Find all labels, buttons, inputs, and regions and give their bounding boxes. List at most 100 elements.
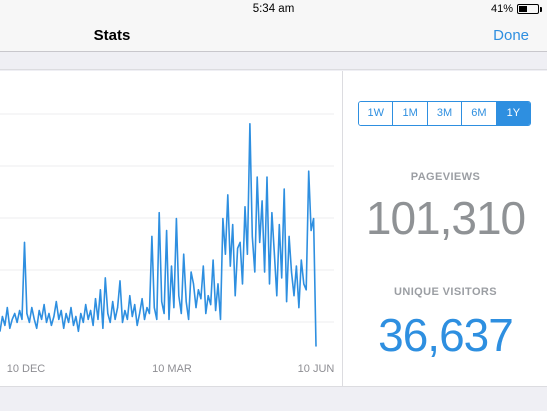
done-button[interactable]: Done	[493, 27, 529, 44]
visits-data-point	[315, 345, 317, 347]
visits-data-point	[87, 318, 89, 320]
visits-data-point	[139, 312, 141, 315]
visits-data-point	[121, 321, 124, 323]
visits-data-point	[1, 315, 3, 318]
visits-data-point	[266, 176, 268, 178]
visits-data-point	[229, 265, 231, 267]
visits-data-point	[65, 312, 67, 315]
status-time: 5:34 am	[252, 3, 295, 15]
visits-data-point	[70, 307, 72, 309]
visits-data-point	[16, 321, 18, 323]
visits-data-point	[82, 321, 84, 323]
visits-data-point	[114, 318, 116, 320]
period-selector[interactable]: 1W 1M 3M 6M 1Y	[358, 101, 531, 126]
visits-data-point	[170, 265, 173, 267]
visits-data-point	[60, 309, 62, 312]
visits-data-point	[58, 318, 60, 320]
visits-data-point	[97, 318, 99, 320]
visits-data-point	[6, 307, 8, 309]
visits-data-point	[163, 312, 165, 315]
x-tick-label: 10 DEC	[7, 363, 46, 375]
summary-panel: 1W 1M 3M 6M 1Y PAGEVIEWS 101,310 UNIQUE VISI…	[344, 71, 547, 387]
visits-data-point	[222, 218, 224, 220]
visits-data-point	[290, 271, 293, 273]
visits-data-point	[153, 307, 155, 309]
visits-data-point	[112, 301, 114, 303]
visits-data-point	[178, 295, 180, 297]
visits-data-point	[175, 218, 177, 220]
visits-data-point	[251, 235, 253, 237]
visits-data-point	[77, 330, 79, 332]
visits-data-point	[281, 277, 283, 279]
x-tick-label: 10 MAR	[152, 363, 192, 375]
visits-chart[interactable]: 10 DEC 10 MAR 10 JUN	[0, 71, 343, 387]
visits-data-point	[207, 295, 209, 297]
visits-data-point	[92, 324, 94, 326]
visits-data-point	[268, 283, 271, 285]
visits-data-point	[310, 229, 312, 232]
visits-data-point	[261, 200, 263, 202]
visits-data-point	[313, 218, 315, 220]
visits-data-point	[0, 330, 1, 332]
visits-data-point	[36, 327, 38, 329]
period-option-1m[interactable]: 1M	[392, 102, 427, 125]
visits-data-point	[109, 321, 111, 323]
visits-data-point	[146, 307, 148, 309]
period-option-3m[interactable]: 3M	[426, 102, 462, 125]
visits-data-point	[271, 212, 273, 214]
visits-data-point	[31, 307, 33, 309]
visits-data-point	[28, 321, 30, 323]
visits-data-point	[131, 315, 133, 318]
visits-data-point	[283, 188, 285, 190]
visits-data-point	[234, 295, 236, 297]
visits-data-point	[183, 253, 185, 255]
pageviews-label: PAGEVIEWS	[410, 171, 481, 183]
visits-series-line	[0, 123, 317, 347]
visits-data-point	[85, 304, 87, 306]
visits-data-point	[264, 271, 266, 273]
page-title: Stats	[93, 27, 131, 44]
period-option-6m[interactable]: 6M	[461, 102, 496, 125]
visits-data-point	[202, 265, 204, 267]
visits-data-point	[156, 318, 158, 320]
visits-data-point	[300, 259, 302, 261]
visits-data-point	[134, 304, 136, 306]
visits-data-point	[33, 318, 35, 320]
visits-data-point	[195, 307, 197, 309]
visits-data-point	[217, 283, 219, 285]
visits-data-point	[212, 259, 214, 261]
battery-cap	[540, 7, 542, 12]
visits-data-point	[80, 312, 82, 315]
visits-data-point	[273, 253, 275, 255]
visits-data-point	[215, 309, 217, 312]
visits-data-point	[14, 312, 16, 315]
battery-icon	[517, 4, 542, 14]
visits-data-point	[19, 309, 21, 312]
visits-data-point	[161, 301, 163, 303]
visits-data-point	[50, 324, 53, 326]
visits-data-point	[259, 241, 261, 243]
visits-data-point	[53, 315, 55, 318]
visits-data-point	[278, 224, 280, 226]
visits-data-point	[254, 271, 256, 273]
visits-data-point	[227, 194, 229, 196]
visits-data-point	[168, 318, 170, 320]
visits-data-point	[38, 309, 40, 312]
visits-data-point	[298, 307, 300, 309]
visits-data-point	[9, 327, 11, 329]
visits-data-point	[41, 318, 43, 320]
visits-data-point	[117, 307, 119, 309]
visits-data-point	[256, 176, 258, 178]
visits-data-point	[4, 324, 6, 326]
period-option-1y[interactable]: 1Y	[495, 102, 530, 125]
section-separator	[0, 53, 547, 70]
visits-data-point	[188, 318, 190, 320]
visits-data-point	[104, 277, 106, 279]
visits-data-point	[158, 212, 160, 214]
visits-data-point	[210, 304, 212, 306]
x-tick-label: 10 JUN	[298, 363, 335, 375]
period-option-1w[interactable]: 1W	[359, 102, 393, 125]
battery-fill	[519, 6, 528, 12]
visits-data-point	[293, 295, 295, 297]
